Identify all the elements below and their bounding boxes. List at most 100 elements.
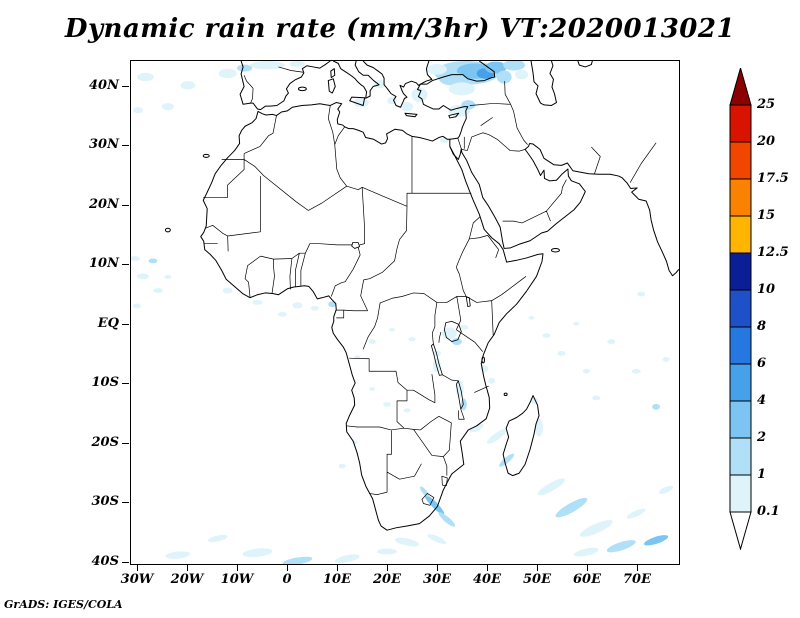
iberia-france-coastline: [240, 61, 330, 110]
lake-malawi: [456, 381, 463, 409]
lat-tick-label: 30S: [91, 494, 119, 510]
lat-tick-label: 10N: [89, 256, 119, 272]
sicily-coastline: [350, 97, 365, 105]
lat-tick-mark: [122, 145, 129, 147]
plot-title: Dynamic rain rate (mm/3hr) VT:2020013021: [64, 14, 736, 44]
colorbar-segment: [729, 215, 752, 254]
lake-victoria: [444, 321, 461, 341]
map-plot-area: [130, 60, 680, 565]
madagascar-coastline: [503, 396, 539, 476]
lon-tick-label: 30E: [423, 572, 451, 587]
coastlines: [165, 61, 679, 530]
colorbar-top-arrow: [729, 68, 752, 106]
canary-islands: [203, 154, 209, 157]
colorbar-segment: [729, 141, 752, 180]
lon-tick-mark: [286, 565, 288, 571]
lat-tick-mark: [122, 85, 129, 87]
lat-tick-mark: [122, 204, 129, 206]
lat-tick-label: 30N: [89, 137, 119, 153]
colorbar-segment: [729, 363, 752, 402]
italy-coastline: [333, 61, 379, 98]
lon-tick-mark: [536, 565, 538, 571]
corsica-coastline: [331, 69, 335, 78]
colorbar-segment: [729, 474, 752, 513]
lon-tick-label: 50E: [523, 572, 551, 587]
lon-tick-mark: [186, 565, 188, 571]
africa-coastline: [201, 103, 543, 531]
colorbar-level-label: 6: [757, 356, 767, 371]
lon-tick-label: 70E: [623, 572, 651, 587]
colorbar-level-label: 8: [757, 319, 767, 334]
colorbar-level-label: 25: [757, 97, 776, 112]
lon-tick-mark: [386, 565, 388, 571]
lat-tick-mark: [122, 323, 129, 325]
lon-tick-label: 20W: [170, 572, 204, 587]
country-borders: [203, 67, 656, 505]
cape-verde-islands: [165, 228, 170, 232]
colorbar-segment: [729, 178, 752, 217]
lat-tick-mark: [122, 502, 129, 504]
lon-tick-mark: [436, 565, 438, 571]
lakes: [352, 243, 471, 410]
lon-tick-mark: [336, 565, 338, 571]
colorbar-segment: [729, 289, 752, 328]
longitude-axis: 30W 20W 10W 0 10E 20E 30E 40E 50E 60E 70E: [0, 565, 800, 595]
colorbar-level-label: 17.5: [757, 171, 789, 186]
lon-tick-label: 10E: [323, 572, 351, 587]
lon-tick-label: 60E: [573, 572, 601, 587]
lat-tick-mark: [122, 264, 129, 266]
colorbar-segment: [729, 252, 752, 291]
comoros-island: [504, 393, 507, 395]
colorbar-level-label: 12.5: [757, 245, 789, 260]
lon-tick-label: 0: [282, 572, 292, 587]
sinai-arabia-coastline: [450, 143, 586, 248]
colorbar-level-label: 4: [757, 393, 767, 408]
mallorca-island: [298, 87, 306, 91]
colorbar-level-label: 2: [757, 430, 767, 445]
lat-tick-mark: [122, 562, 129, 564]
socotra-island: [551, 248, 559, 252]
lat-tick-label: EQ: [97, 315, 119, 331]
lat-tick-label: 20N: [89, 196, 119, 212]
lat-tick-label: 10S: [91, 375, 119, 391]
country-borders-path: [203, 67, 656, 505]
lat-tick-label: 20S: [91, 434, 119, 450]
lake-tanganyika: [431, 344, 442, 375]
colorbar-segment: [729, 437, 752, 476]
lon-tick-mark: [136, 565, 138, 571]
colorbar-segment: [729, 326, 752, 365]
colorbar-level-label: 20: [757, 134, 776, 149]
lon-tick-mark: [586, 565, 588, 571]
colorbar-level-label: 10: [757, 282, 776, 297]
lat-tick-label: 40S: [91, 554, 119, 570]
latitude-axis: 40N 30N 20N 10N EQ 10S 20S 30S 40S: [0, 0, 129, 618]
crete-coastline: [405, 113, 417, 117]
colorbar-bottom-arrow: [729, 511, 752, 550]
africa-map-svg: [131, 61, 679, 564]
zanzibar-island: [482, 357, 484, 363]
levant-anatolia-coastline: [417, 61, 494, 139]
colorbar-level-label: 15: [757, 208, 776, 223]
colorbar-level-label: 0.1: [757, 504, 780, 519]
aral-sea-coastline: [578, 61, 592, 67]
lon-tick-label: 20E: [373, 572, 401, 587]
lat-tick-mark: [122, 442, 129, 444]
colorbar-segment: [729, 400, 752, 439]
caspian-sea-coastline: [531, 61, 556, 105]
lat-tick-mark: [122, 383, 129, 385]
cyprus-coastline: [449, 113, 459, 118]
iran-india-coastline: [530, 143, 679, 275]
sardinia-coastline: [328, 79, 335, 93]
lon-tick-label: 30W: [120, 572, 154, 587]
colorbar-level-label: 1: [757, 467, 767, 482]
colorbar: [729, 68, 752, 550]
lake-turkana: [466, 297, 470, 306]
lon-tick-mark: [636, 565, 638, 571]
lake-chad: [352, 243, 360, 249]
colorbar-segment: [729, 104, 752, 143]
lon-tick-label: 10W: [220, 572, 254, 587]
rain-shading: [131, 61, 674, 564]
lon-tick-mark: [486, 565, 488, 571]
lat-tick-label: 40N: [89, 77, 119, 93]
